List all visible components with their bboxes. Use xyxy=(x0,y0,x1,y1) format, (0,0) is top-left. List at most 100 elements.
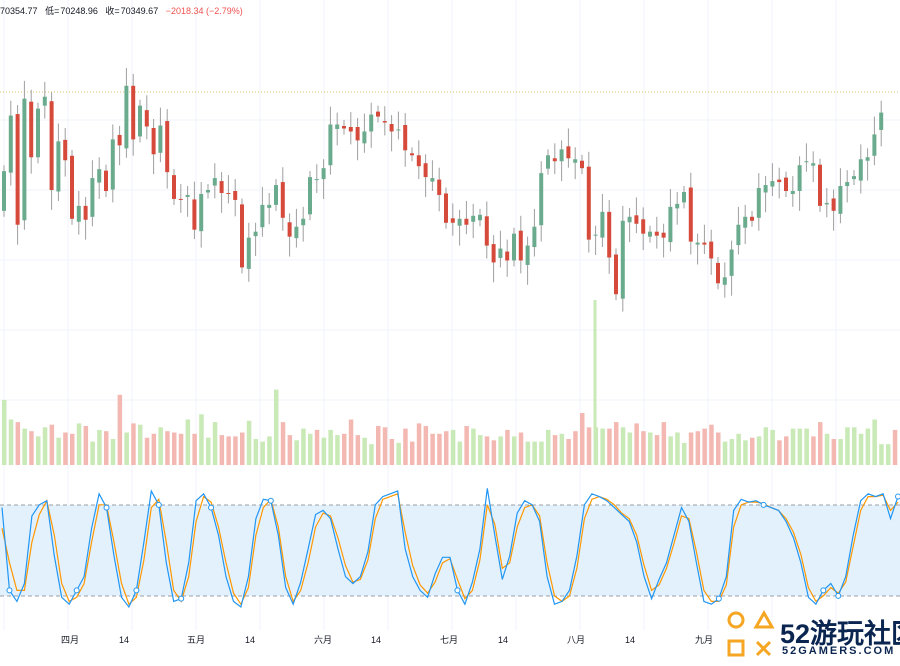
volume-bar xyxy=(314,429,320,465)
candle-body xyxy=(280,182,285,218)
volume-bar xyxy=(886,444,891,465)
stochastic-cross-marker xyxy=(715,595,722,602)
volume-bar xyxy=(688,432,694,465)
candle-body xyxy=(702,242,707,245)
x-axis-tick-label: 八月 xyxy=(567,635,585,645)
volume-bar xyxy=(593,427,599,465)
candle-body xyxy=(675,203,680,209)
candle-body xyxy=(396,129,401,131)
x-axis-tick-label: 四月 xyxy=(61,635,79,645)
volume-bar xyxy=(29,431,34,465)
candle-body xyxy=(430,178,435,182)
x-axis-tick-label: 14 xyxy=(498,635,508,645)
candle-body xyxy=(831,198,836,211)
candle-body xyxy=(8,115,13,173)
candle-body xyxy=(192,199,197,230)
candle-body xyxy=(294,226,299,239)
candle-body xyxy=(382,121,387,123)
candle-body xyxy=(641,219,646,234)
volume-bar xyxy=(2,400,7,465)
volume-bar xyxy=(729,439,735,465)
volume-bar xyxy=(484,436,490,465)
candle-body xyxy=(342,126,346,129)
candle-body xyxy=(42,96,47,106)
high-value: 70354.77 xyxy=(0,6,38,16)
candle-body xyxy=(722,277,727,285)
candle-body xyxy=(620,220,625,299)
volume-bar xyxy=(641,431,646,465)
candle-body xyxy=(450,218,455,223)
candle-body xyxy=(736,224,741,246)
volume-bar xyxy=(790,428,796,465)
candle-body xyxy=(838,186,843,214)
candle-body xyxy=(518,230,523,261)
candle-body xyxy=(144,110,149,127)
volume-bar xyxy=(879,444,884,465)
candle-body xyxy=(627,216,632,223)
volume-bar xyxy=(763,427,769,465)
volume-bar xyxy=(301,428,306,465)
volume-bar xyxy=(464,426,469,465)
volume-bar xyxy=(750,437,755,465)
candle-body xyxy=(688,187,693,242)
candle-body xyxy=(552,158,557,162)
volume-bar xyxy=(342,433,347,465)
candle-body xyxy=(546,155,550,169)
stochastic-cross-marker xyxy=(267,497,274,504)
stochastic-cross-marker xyxy=(73,587,80,594)
gamepad-buttons-icon xyxy=(727,609,775,657)
volume-bar xyxy=(804,428,809,465)
x-axis-tick-label: 九月 xyxy=(695,635,713,645)
x-axis-tick-label: 14 xyxy=(245,635,255,645)
x-axis-tick-label: 五月 xyxy=(187,635,205,645)
candle-body xyxy=(818,164,822,206)
volume-bar xyxy=(308,433,313,465)
volume-bar xyxy=(151,433,157,465)
candle-body xyxy=(314,179,319,181)
candle-body xyxy=(253,231,258,237)
volume-bar xyxy=(811,436,816,465)
candle-body xyxy=(246,237,251,269)
candle-body xyxy=(206,190,210,193)
stochastic-band xyxy=(0,504,900,597)
volume-bar xyxy=(362,437,367,465)
volume-bar xyxy=(580,413,585,465)
low-value: 70248.96 xyxy=(60,6,98,16)
candle-body xyxy=(824,202,829,205)
change-value: −2018.34 (−2.79%) xyxy=(165,6,243,16)
candle-body xyxy=(614,254,618,295)
volume-bar xyxy=(607,428,612,465)
volume-bar xyxy=(654,435,660,465)
volume-bar xyxy=(600,428,605,465)
candle-body xyxy=(600,211,605,238)
volume-bar xyxy=(321,437,327,465)
candle-body xyxy=(70,155,74,219)
candle-body xyxy=(668,206,673,243)
candle-body xyxy=(138,105,142,137)
stochastic-k-line xyxy=(1,488,899,609)
volume-bar xyxy=(348,419,354,465)
volume-bar xyxy=(274,389,279,465)
volume-bar xyxy=(845,427,850,465)
candle-body xyxy=(308,177,312,215)
candle-body xyxy=(566,146,571,159)
volume-bar xyxy=(355,435,361,465)
candle-body xyxy=(274,185,278,205)
x-axis-tick-label: 14 xyxy=(625,635,635,645)
candle-body xyxy=(212,178,217,186)
volume-bar xyxy=(117,394,123,465)
volume-bar xyxy=(389,439,395,465)
candle-body xyxy=(634,215,639,224)
candle-body xyxy=(165,121,170,173)
volume-bar xyxy=(498,436,503,465)
stochastic-cross-marker xyxy=(208,504,215,511)
candle-body xyxy=(49,101,54,191)
stochastic-cross-marker xyxy=(454,587,461,594)
volume-bar xyxy=(818,422,823,465)
volume-bar xyxy=(892,429,898,465)
volume-bar xyxy=(138,424,143,465)
volume-bar xyxy=(83,426,89,465)
candle-body xyxy=(661,232,666,238)
volume-bar xyxy=(226,436,231,465)
